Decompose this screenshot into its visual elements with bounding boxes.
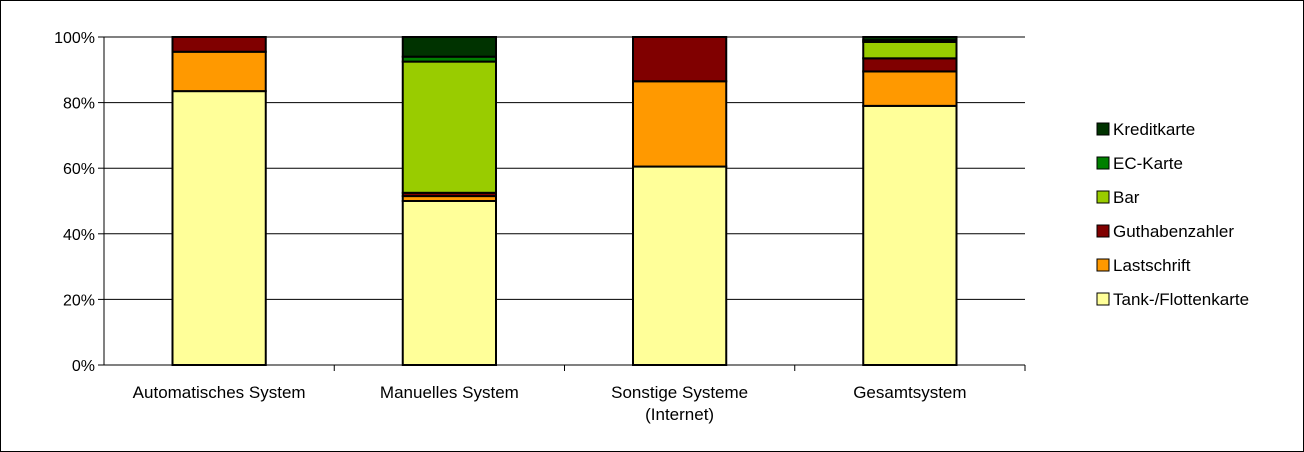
y-tick-label: 80% — [63, 96, 95, 113]
bar-segment — [631, 36, 728, 83]
legend-swatch — [1096, 156, 1110, 170]
bar-segment — [401, 60, 498, 194]
y-axis-ticks: 0% 20% 40% 60% 80% 100% — [54, 30, 104, 375]
bar-segment — [171, 50, 267, 93]
bar-segment — [862, 57, 958, 73]
y-tick-label: 60% — [63, 161, 95, 178]
x-tick-label: Sonstige Systeme — [611, 383, 748, 402]
x-tick-label: (Internet) — [645, 405, 714, 424]
bars — [171, 36, 958, 367]
y-tick-label: 0% — [72, 358, 95, 375]
x-tick-label: Gesamtsystem — [853, 383, 966, 402]
bar-segment — [631, 165, 728, 366]
legend-label: Tank-/Flottenkarte — [1113, 290, 1249, 309]
legend-label: Guthabenzahler — [1113, 222, 1234, 241]
legend-label: EC-Karte — [1113, 154, 1183, 173]
legend-swatch — [1096, 258, 1110, 272]
legend-label: Bar — [1113, 188, 1140, 207]
legend-swatch — [1096, 190, 1110, 204]
legend-swatch — [1096, 224, 1110, 238]
bar-segment — [401, 36, 498, 58]
bar-segment — [171, 90, 267, 367]
legend: Kreditkarte EC-Karte Bar Guthabenzahler Last… — [1096, 120, 1249, 309]
axes — [103, 37, 1026, 371]
bar-segment — [631, 80, 728, 168]
bar-segment — [171, 36, 267, 53]
bar-segment — [862, 40, 958, 60]
legend-swatch — [1096, 292, 1110, 306]
x-tick-label: Manuelles System — [380, 383, 519, 402]
y-tick-label: 20% — [63, 292, 95, 309]
y-tick-label: 100% — [54, 30, 95, 47]
y-tick-label: 40% — [63, 227, 95, 244]
bar-segment — [862, 104, 958, 366]
bar-segment — [862, 70, 958, 107]
legend-swatch — [1096, 122, 1110, 136]
legend-label: Kreditkarte — [1113, 120, 1195, 139]
x-axis-labels: Automatisches System Manuelles System Sons… — [133, 383, 967, 424]
legend-label: Lastschrift — [1113, 256, 1191, 275]
bar-segment — [401, 200, 498, 366]
bar-segment — [862, 36, 958, 42]
x-tick-label: Automatisches System — [133, 383, 306, 402]
